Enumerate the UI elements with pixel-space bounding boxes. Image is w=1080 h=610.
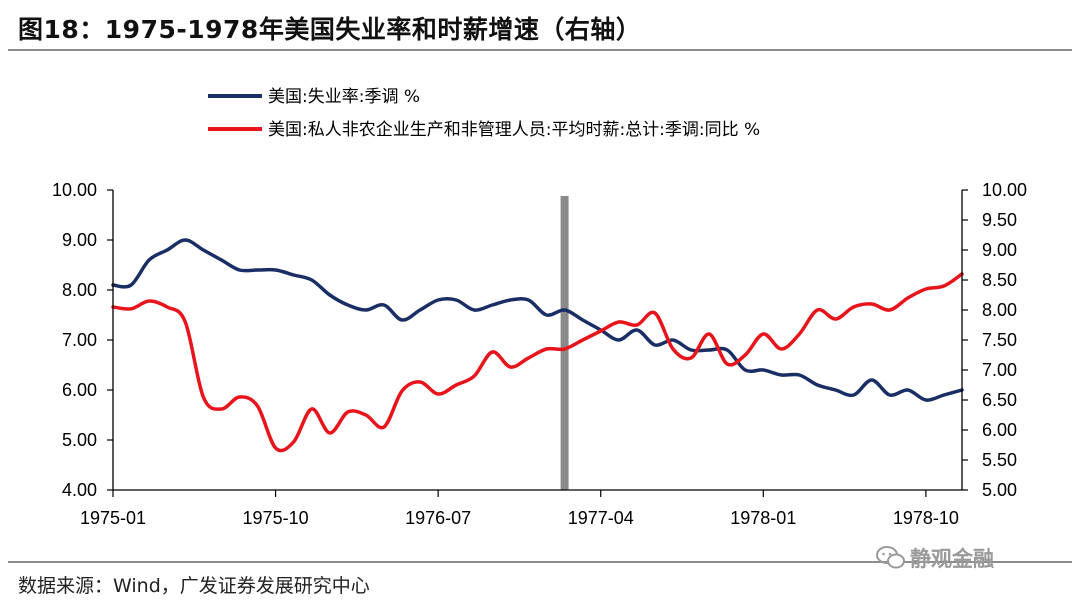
x-tick-label: 1978-10	[893, 508, 959, 528]
wechat-icon	[876, 546, 905, 569]
right-tick-label: 6.00	[982, 420, 1017, 440]
right-tick-label: 9.50	[982, 210, 1017, 230]
left-tick-label: 7.00	[62, 330, 97, 350]
chart-area: 美国:失业率:季调 % 美国:私人非农企业生产和非管理人员:平均时薪:总计:季调:…	[52, 87, 1027, 528]
x-tick-label: 1975-01	[80, 508, 146, 528]
right-tick-label: 8.00	[982, 300, 1017, 320]
source-note: 数据来源：Wind，广发证券发展研究中心	[18, 575, 370, 597]
x-tick-label: 1976-07	[405, 508, 471, 528]
right-tick-label: 6.50	[982, 390, 1017, 410]
left-tick-label: 9.00	[62, 230, 97, 250]
legend: 美国:失业率:季调 % 美国:私人非农企业生产和非管理人员:平均时薪:总计:季调:…	[208, 87, 760, 140]
legend-label-1: 美国:失业率:季调 %	[268, 87, 420, 107]
watermark-text: 静观金融	[910, 547, 994, 571]
right-tick-label: 7.50	[982, 330, 1017, 350]
x-tick-label: 1977-04	[568, 508, 634, 528]
watermark: 静观金融	[876, 543, 994, 573]
series-line-1	[111, 238, 964, 402]
right-tick-label: 10.00	[982, 180, 1027, 200]
x-tick-label: 1978-01	[730, 508, 796, 528]
right-tick-label: 5.00	[982, 480, 1017, 500]
right-tick-label: 9.00	[982, 240, 1017, 260]
legend-label-2: 美国:私人非农企业生产和非管理人员:平均时薪:总计:季调:同比 %	[268, 120, 760, 140]
left-tick-label: 4.00	[62, 480, 97, 500]
vertical-marker-layer	[560, 196, 569, 490]
right-tick-label: 5.50	[982, 450, 1017, 470]
footer-divider	[8, 561, 1072, 563]
right-tick-label: 7.00	[982, 360, 1017, 380]
left-tick-label: 6.00	[62, 380, 97, 400]
right-tick-label: 8.50	[982, 270, 1017, 290]
chart-title: 图18：1975-1978年美国失业率和时薪增速（右轴）	[18, 15, 642, 44]
left-tick-label: 8.00	[62, 280, 97, 300]
left-tick-label: 5.00	[62, 430, 97, 450]
x-tick-label: 1975-10	[243, 508, 309, 528]
left-tick-label: 10.00	[52, 180, 97, 200]
axes-layer: 4.00 5.00 6.00 7.00 8.00 9.00 10.00 5.00 5.50 6.0…	[52, 180, 1027, 528]
vertical-marker-bar	[560, 196, 569, 490]
series-line-2	[111, 272, 964, 453]
series-layer	[111, 238, 964, 453]
title-divider	[8, 49, 1072, 51]
